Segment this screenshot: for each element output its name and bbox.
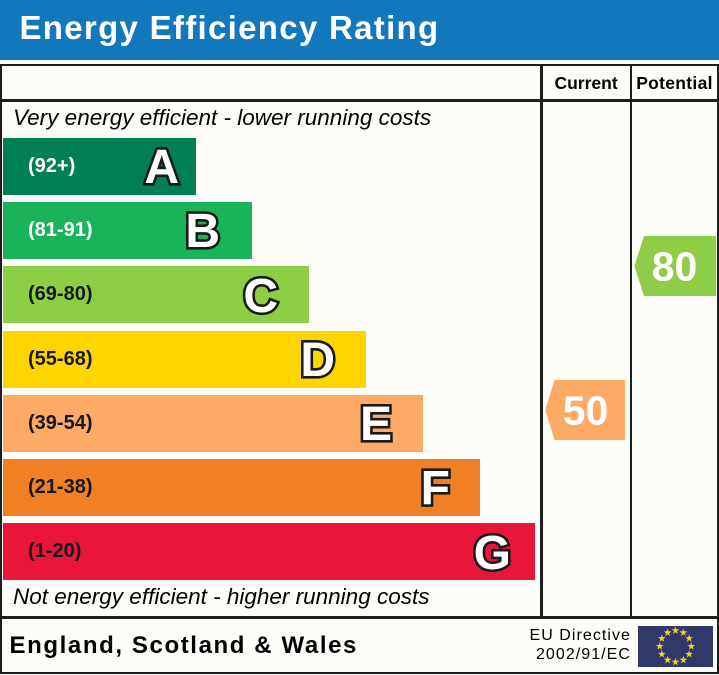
svg-text:B: B <box>186 205 221 253</box>
svg-text:E: E <box>360 398 392 446</box>
svg-text:50: 50 <box>563 387 609 433</box>
svg-text:A: A <box>144 141 179 189</box>
svg-text:D: D <box>300 334 335 382</box>
svg-text:G: G <box>474 527 511 575</box>
svg-text:F: F <box>421 462 450 510</box>
svg-text:C: C <box>243 270 278 318</box>
svg-text:80: 80 <box>652 243 698 289</box>
